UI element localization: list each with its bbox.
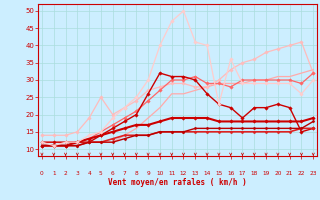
X-axis label: Vent moyen/en rafales ( km/h ): Vent moyen/en rafales ( km/h ) (108, 178, 247, 187)
